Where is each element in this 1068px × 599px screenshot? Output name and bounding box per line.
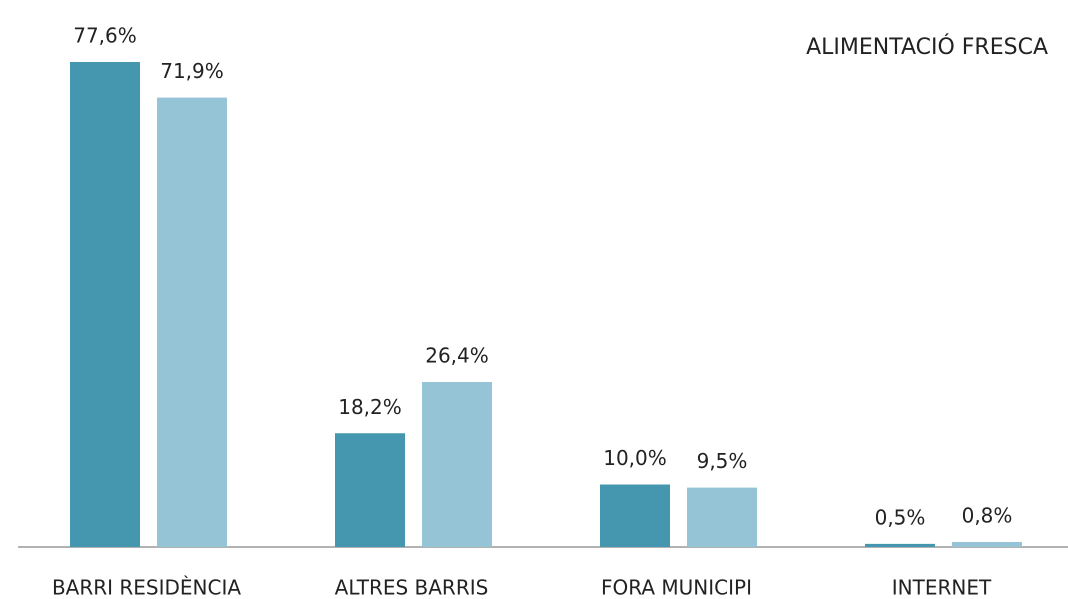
data-label: 10,0% [603,446,667,470]
bar [335,433,405,547]
bar [865,543,935,547]
bar [422,382,492,547]
data-label: 9,5% [697,449,748,473]
x-tick-label: INTERNET [892,576,992,599]
x-tick-label: ALTRES BARRIS [335,576,489,599]
data-label: 26,4% [425,344,489,368]
data-label: 71,9% [160,59,224,83]
bar [600,484,670,547]
bar [952,542,1022,547]
bar [70,62,140,547]
data-label: 18,2% [338,395,402,419]
chart-title: ALIMENTACIÓ FRESCA [806,34,1048,60]
x-tick-label: FORA MUNICIPI [601,576,752,599]
data-label: 77,6% [73,24,137,48]
data-label: 0,5% [875,505,926,529]
bar [157,97,227,547]
x-tick-label: BARRI RESIDÈNCIA [52,576,241,599]
data-label: 0,8% [962,504,1013,528]
bar [687,487,757,547]
